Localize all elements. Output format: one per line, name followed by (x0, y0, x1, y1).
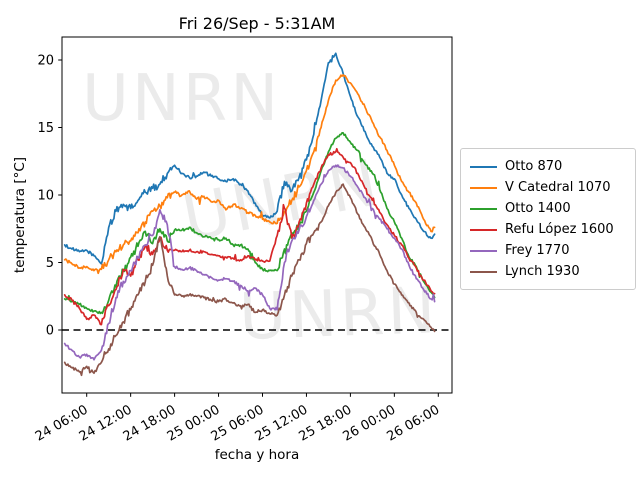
legend-entry-lynch-1930: Lynch 1930 (470, 261, 626, 282)
legend-entry-otto-870: Otto 870 (470, 156, 626, 177)
y-tick-label: 15 (37, 121, 54, 136)
legend-line-swatch (470, 270, 497, 273)
watermark-text: UNRN (238, 274, 440, 355)
legend-line-swatch (470, 228, 497, 231)
legend-label: V Catedral 1070 (505, 180, 611, 195)
y-tick-label: 0 (46, 324, 54, 339)
legend-line-swatch (470, 249, 497, 252)
legend-entry-refu-l-pez-1600: Refu López 1600 (470, 219, 626, 240)
series-line-otto-870 (63, 52, 436, 265)
y-tick-label: 10 (37, 189, 54, 204)
watermark-text: UNRN (82, 62, 281, 136)
plot-area-border (61, 36, 453, 394)
legend-line-swatch (470, 207, 497, 210)
legend-entry-frey-1770: Frey 1770 (470, 240, 626, 261)
series-line-otto-1400 (63, 132, 436, 315)
y-tick-label: 20 (37, 54, 54, 69)
chart-title: Fri 26/Sep - 5:31AM (178, 14, 336, 33)
series-line-lynch-1930 (63, 183, 436, 377)
x-axis-label: fecha y hora (214, 447, 300, 463)
watermark-text: UNRN (177, 146, 387, 257)
legend-label: Otto 870 (505, 159, 563, 174)
legend-label: Frey 1770 (505, 243, 570, 258)
legend-label: Refu López 1600 (505, 222, 614, 237)
legend-box: Otto 870 V Catedral 1070 Otto 1400 Refu Lóp… (460, 148, 636, 290)
legend-label: Otto 1400 (505, 201, 571, 216)
series-line-frey-1770 (63, 164, 436, 361)
series-line-refu-l-pez-1600 (63, 147, 436, 326)
legend-line-swatch (470, 165, 497, 168)
legend-line-swatch (470, 186, 497, 189)
series-line-v-catedral-1070 (63, 74, 436, 275)
legend-label: Lynch 1930 (505, 264, 580, 279)
legend-entry-v-catedral-1070: V Catedral 1070 (470, 177, 626, 198)
y-tick-label: 5 (46, 256, 54, 271)
y-axis-label: temperatura [°C] (12, 156, 28, 274)
legend-entry-otto-1400: Otto 1400 (470, 198, 626, 219)
series-layer (63, 52, 436, 377)
